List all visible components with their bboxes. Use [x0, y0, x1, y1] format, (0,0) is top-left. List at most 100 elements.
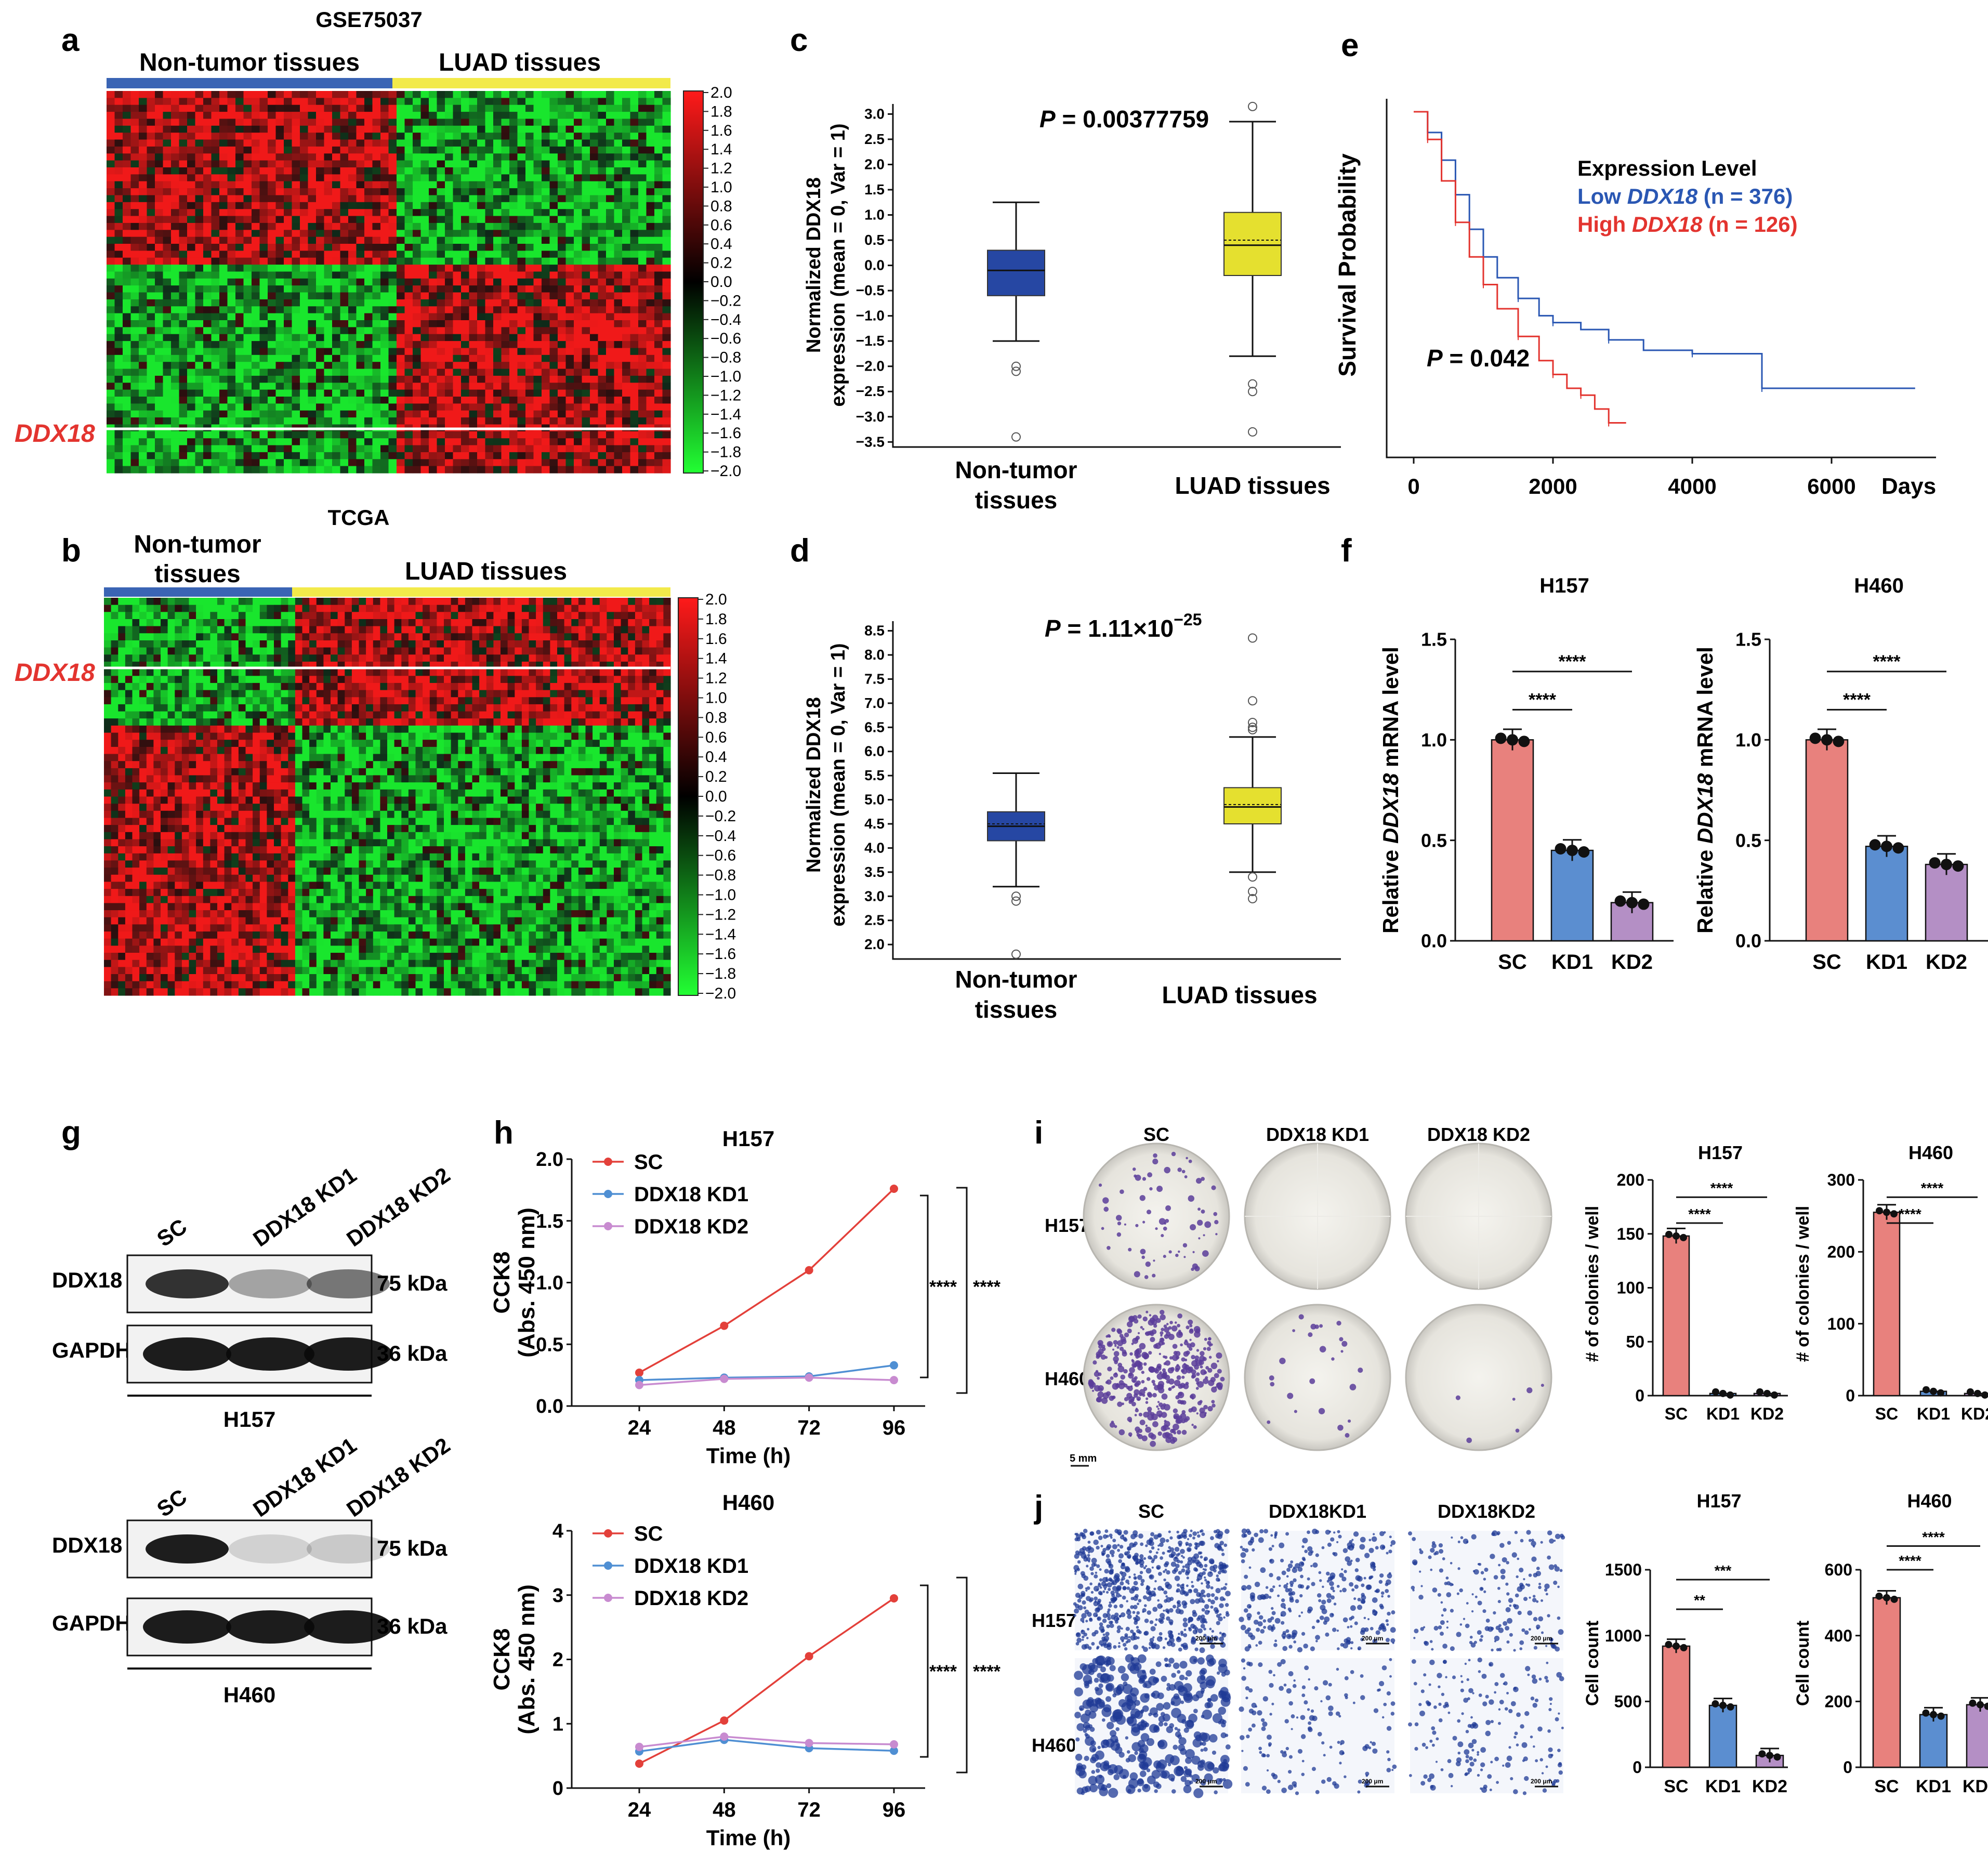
- heatmap-cell: [348, 389, 357, 397]
- heatmap-cell: [292, 98, 300, 106]
- heatmap-cell: [437, 633, 444, 641]
- heatmap-cell: [231, 626, 239, 634]
- heatmap-cell: [565, 452, 574, 459]
- heatmap-cell: [292, 389, 300, 397]
- heatmap-cell: [146, 682, 154, 691]
- heatmap-cell: [582, 299, 590, 307]
- heatmap-cell: [179, 334, 188, 342]
- heatmap-cell: [146, 598, 154, 606]
- heatmap-cell: [268, 306, 277, 314]
- heatmap-cell: [211, 285, 220, 293]
- heatmap-cell: [397, 397, 405, 404]
- heatmap-cell: [107, 285, 115, 293]
- heatmap-cell: [147, 410, 155, 418]
- heatmap-cell: [195, 244, 204, 251]
- heatmap-cell: [444, 598, 452, 606]
- heatmap-cell: [235, 174, 244, 182]
- heatmap-cell: [324, 417, 333, 425]
- heatmap-cell: [123, 146, 131, 154]
- heatmap-cell: [509, 216, 518, 224]
- panel-label-e: e: [1341, 28, 1359, 63]
- heatmap-cell: [614, 452, 623, 459]
- heatmap-cell: [542, 417, 550, 425]
- heatmap-cell: [517, 139, 526, 147]
- heatmap-cell: [308, 174, 317, 182]
- heatmap-cell: [622, 209, 631, 217]
- heatmap-cell: [543, 633, 550, 641]
- heatmap-cell: [179, 216, 188, 224]
- heatmap-cell: [163, 216, 172, 224]
- heatmap-cell: [252, 160, 260, 168]
- heatmap-cell: [125, 619, 133, 627]
- heatmap-cell: [292, 257, 300, 265]
- heatmap-cell: [114, 397, 123, 404]
- heatmap-cell: [630, 397, 639, 404]
- heatmap-cell: [549, 354, 558, 362]
- heatmap-cell: [292, 438, 300, 446]
- heatmap-cell: [445, 299, 454, 307]
- heatmap-cell: [252, 139, 260, 147]
- heatmap-cell: [606, 327, 615, 335]
- heatmap-cell: [437, 125, 445, 133]
- heatmap-cell: [332, 403, 341, 411]
- heatmap-cell: [533, 222, 542, 230]
- heatmap-cell: [227, 237, 236, 244]
- heatmap-cell: [420, 320, 429, 327]
- heatmap-cell: [656, 682, 664, 691]
- heatmap-cell: [195, 354, 204, 362]
- heatmap-cell: [472, 682, 480, 691]
- heatmap-cell: [557, 612, 565, 620]
- heatmap-cell: [316, 612, 324, 620]
- heatmap-cell: [445, 334, 454, 342]
- heatmap-cell: [340, 146, 349, 154]
- heatmap-cell: [123, 160, 131, 168]
- heatmap-cell: [558, 459, 567, 467]
- heatmap-cell: [614, 445, 623, 453]
- heatmap-cell: [219, 98, 228, 106]
- heatmap-cell: [397, 202, 405, 209]
- heatmap-cell: [268, 104, 277, 112]
- heatmap-cell: [203, 181, 212, 189]
- heatmap-cell: [582, 341, 590, 349]
- heatmap-cell: [324, 230, 333, 238]
- heatmap-cell: [114, 278, 123, 286]
- heatmap-cell: [139, 257, 148, 265]
- heatmap-cell: [268, 112, 277, 120]
- heatmap-cell: [302, 654, 310, 662]
- heatmap-cell: [300, 431, 309, 439]
- heatmap-cell: [155, 195, 164, 203]
- heatmap-cell: [622, 403, 631, 411]
- heatmap-cell: [203, 244, 212, 251]
- heatmap-cell: [557, 676, 565, 684]
- heatmap-cell: [571, 647, 579, 655]
- heatmap-cell: [219, 278, 228, 286]
- heatmap-cell: [284, 195, 293, 203]
- heatmap-cell: [203, 195, 212, 203]
- heatmap-cell: [571, 619, 579, 627]
- heatmap-cell: [309, 640, 317, 648]
- heatmap-cell: [598, 354, 607, 362]
- heatmap-cell: [309, 598, 317, 606]
- heatmap-cell: [507, 619, 515, 627]
- heatmap-cell: [404, 251, 413, 258]
- heatmap-cell: [252, 195, 260, 203]
- heatmap-cell: [196, 633, 204, 641]
- heatmap-cell: [348, 375, 357, 383]
- heatmap-cell: [654, 237, 663, 244]
- heatmap-cell: [359, 633, 366, 641]
- heatmap-cell: [274, 598, 282, 606]
- heatmap-cell: [171, 348, 180, 356]
- heatmap-cell: [104, 619, 112, 627]
- heatmap-cell: [493, 327, 502, 335]
- colorbar-tick-label: −1.2: [710, 387, 741, 404]
- heatmap-cell: [364, 167, 373, 175]
- heatmap-cell: [348, 334, 357, 342]
- heatmap-cell: [267, 633, 274, 641]
- heatmap-cell: [187, 369, 196, 376]
- heatmap-cell: [493, 626, 501, 634]
- heatmap-cell: [388, 383, 397, 390]
- heatmap-cell: [542, 403, 550, 411]
- heatmap-cell: [630, 98, 639, 106]
- heatmap-cell: [387, 612, 395, 620]
- heatmap-cell: [155, 119, 164, 126]
